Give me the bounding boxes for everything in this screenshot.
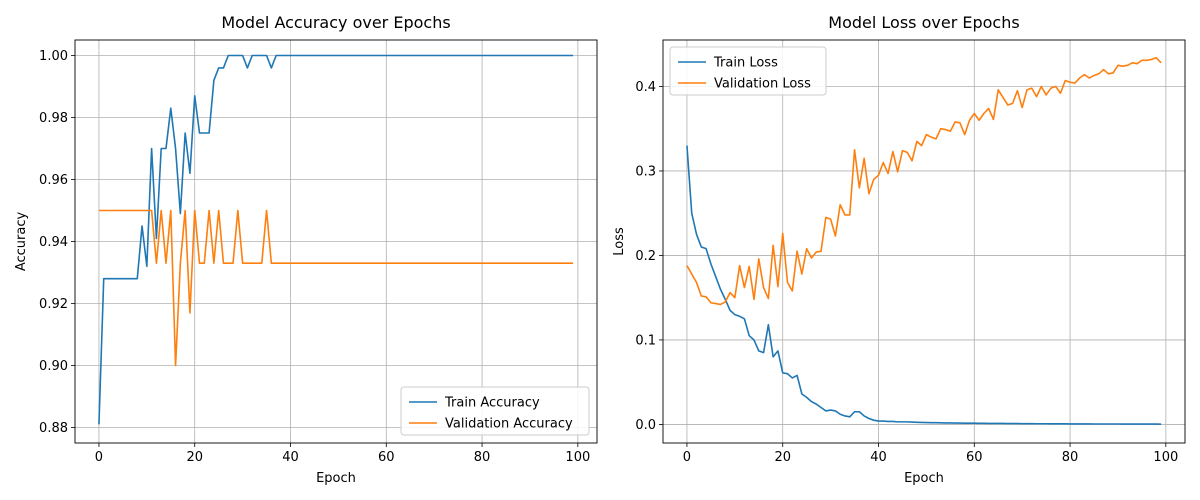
grid	[663, 40, 1185, 443]
y-tick-label: 0.96	[39, 173, 68, 188]
y-tick-label: 0.90	[39, 359, 68, 374]
chart-panel-1: 0 20 40 60 80 100 0.0 0.1 0.2 0.3 0.4 Model Loss ov…	[612, 13, 1186, 486]
y-tick-label: 0.3	[635, 164, 656, 179]
x-tick-label: 0	[95, 450, 103, 465]
x-tick-label: 100	[565, 450, 590, 465]
series-group	[686, 56, 1162, 425]
series-line-train-accuracy	[98, 54, 574, 425]
x-tick-label: 40	[282, 450, 299, 465]
axes-frame	[662, 39, 1186, 444]
x-tick-label: 80	[1062, 450, 1079, 465]
series-group	[98, 54, 574, 425]
y-tick-label: 0.94	[39, 235, 68, 250]
x-tick-label: 0	[683, 450, 691, 465]
x-tick-label: 40	[870, 450, 887, 465]
y-tick-label: 0.2	[635, 249, 656, 264]
x-tick-label: 60	[378, 450, 395, 465]
x-tick-label: 100	[1153, 450, 1178, 465]
chart-title: Model Loss over Epochs	[828, 13, 1019, 32]
series-line-train-loss	[686, 145, 1162, 425]
legend-box	[400, 386, 590, 436]
y-tick-label: 0.88	[39, 421, 68, 436]
legend-box	[669, 46, 827, 96]
y-tick-label: 0.98	[39, 111, 68, 126]
y-tick-label: 0.92	[39, 297, 68, 312]
chart-title: Model Accuracy over Epochs	[221, 13, 450, 32]
series-line-validation-accuracy	[98, 209, 574, 367]
legend-label: Train Loss	[713, 56, 778, 71]
x-tick-label: 60	[966, 450, 983, 465]
legend-label: Train Accuracy	[444, 396, 540, 411]
series-line-validation-loss	[686, 56, 1162, 306]
x-axis-label: Epoch	[904, 471, 944, 486]
y-tick-label: 0.4	[635, 80, 656, 95]
y-tick-label: 0.0	[635, 418, 656, 433]
legend-label: Validation Loss	[714, 77, 811, 92]
chart-panel-0: 0 20 40 60 80 100 0.88 0.90 0.92 0.94 0.96 0.98 1.00…	[14, 13, 598, 486]
x-tick-label: 20	[186, 450, 203, 465]
y-tick-label: 0.1	[635, 333, 656, 348]
x-axis-label: Epoch	[316, 471, 356, 486]
legend: Train Accuracy Validation Accuracy	[400, 386, 590, 436]
legend-label: Validation Accuracy	[445, 417, 573, 432]
y-axis-label: Accuracy	[14, 212, 29, 272]
x-tick-label: 20	[774, 450, 791, 465]
grid	[75, 40, 597, 443]
y-axis-label: Loss	[612, 227, 627, 256]
y-tick-label: 1.00	[39, 49, 68, 64]
x-tick-label: 80	[474, 450, 491, 465]
legend: Train Loss Validation Loss	[669, 46, 827, 96]
